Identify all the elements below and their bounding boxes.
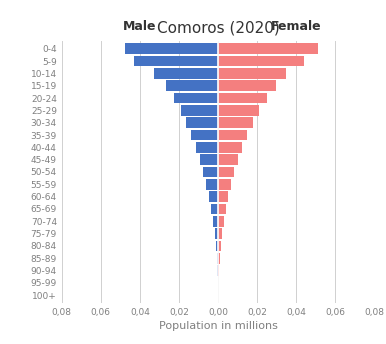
Bar	[218, 167, 234, 177]
Bar	[211, 204, 218, 214]
Bar	[218, 228, 222, 239]
Bar	[218, 266, 219, 276]
Bar	[218, 142, 242, 153]
Bar	[218, 253, 220, 264]
Title: Comoros (2020): Comoros (2020)	[157, 21, 279, 36]
Bar	[218, 68, 286, 78]
Bar	[134, 56, 218, 66]
Bar	[209, 191, 218, 202]
Bar	[216, 241, 218, 251]
Bar	[218, 154, 238, 165]
Bar	[186, 117, 218, 128]
Bar	[218, 105, 259, 116]
Text: Male: Male	[123, 20, 157, 33]
Bar	[203, 167, 218, 177]
Bar	[213, 216, 218, 227]
Bar	[218, 216, 223, 227]
Bar	[191, 130, 218, 140]
Bar	[218, 179, 231, 190]
Bar	[215, 228, 218, 239]
Bar	[218, 130, 247, 140]
Bar	[125, 43, 218, 54]
Bar	[217, 266, 218, 276]
Bar	[218, 191, 228, 202]
Bar	[218, 56, 304, 66]
Bar	[217, 253, 218, 264]
Bar	[200, 154, 218, 165]
Bar	[196, 142, 218, 153]
Bar	[218, 43, 318, 54]
Bar	[181, 105, 218, 116]
Bar	[154, 68, 218, 78]
Bar	[218, 204, 226, 214]
X-axis label: Population in millions: Population in millions	[159, 321, 278, 331]
Bar	[218, 241, 221, 251]
Bar	[218, 117, 253, 128]
Bar	[174, 93, 218, 103]
Bar	[206, 179, 218, 190]
Text: Female: Female	[271, 20, 322, 33]
Bar	[166, 80, 218, 91]
Bar	[218, 80, 276, 91]
Bar	[218, 93, 267, 103]
